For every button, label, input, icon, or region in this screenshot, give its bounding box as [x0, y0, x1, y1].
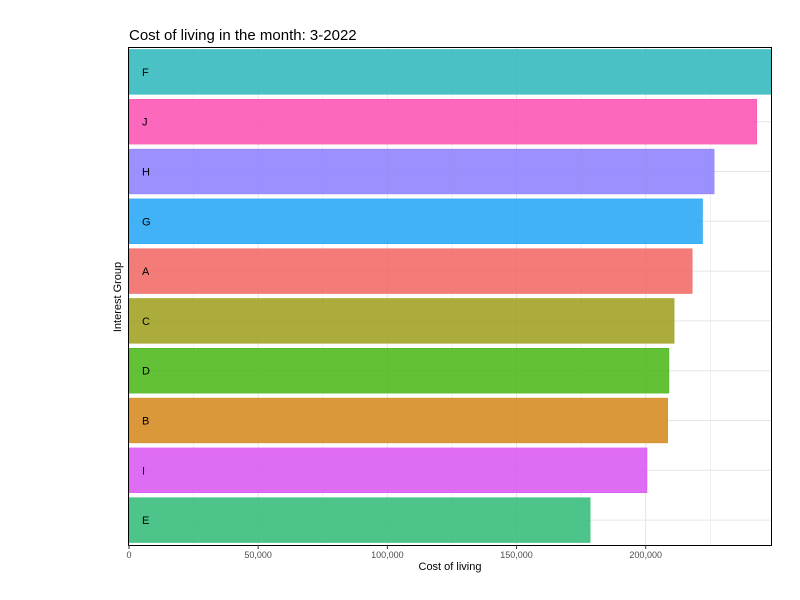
chart-title: Cost of living in the month: 3-2022 — [129, 27, 357, 44]
bar-label-D: D — [142, 366, 150, 378]
x-tick-label: 150,000 — [500, 550, 533, 560]
bar-label-C: C — [142, 316, 150, 328]
bar-label-H: H — [142, 167, 150, 179]
bar-label-G: G — [142, 216, 151, 228]
x-axis-label: Cost of living — [419, 561, 482, 573]
bar-label-I: I — [142, 465, 145, 477]
bar-F — [128, 49, 772, 95]
bar-G — [128, 198, 703, 244]
bar-D — [128, 348, 670, 394]
bar-A — [128, 248, 693, 294]
bar-E — [128, 497, 591, 543]
x-tick-label: 0 — [126, 550, 131, 560]
bar-label-J: J — [142, 117, 148, 129]
x-tick-label: 100,000 — [371, 550, 404, 560]
bar-I — [128, 447, 648, 493]
x-axis-ticks: 0 50,000 100,000 150,000 200,000 — [126, 545, 662, 560]
bar-J — [128, 99, 758, 145]
x-tick-label: 200,000 — [629, 550, 662, 560]
bars — [128, 49, 772, 543]
bar-label-F: F — [142, 67, 149, 79]
bar-label-A: A — [142, 266, 150, 278]
bar-label-B: B — [142, 416, 149, 428]
y-axis-label: Interest Group — [112, 262, 124, 332]
x-tick-label: 50,000 — [244, 550, 272, 560]
bar-H — [128, 148, 715, 195]
bar-B — [128, 397, 668, 444]
plot-border — [128, 47, 772, 546]
bar-labels: F J H G A C D B I E — [142, 67, 151, 527]
bar-label-E: E — [142, 515, 149, 527]
bar-C — [128, 298, 675, 344]
